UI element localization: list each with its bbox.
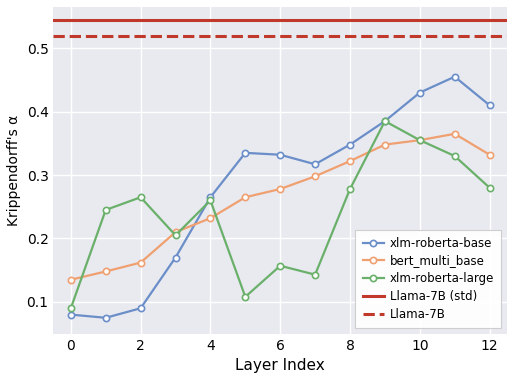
xlm-roberta-large [207,198,213,203]
xlm-roberta-large [277,263,283,268]
xlm-roberta-base [452,74,458,79]
Line: xlm-roberta-large: xlm-roberta-large [68,118,493,311]
Llama-7B [103,34,109,38]
xlm-roberta-base [68,312,74,317]
Llama-7B (std) [68,17,74,22]
bert_multi_base [452,131,458,136]
xlm-roberta-large [382,119,388,124]
xlm-roberta-base [138,306,144,310]
xlm-roberta-base [242,150,248,155]
bert_multi_base [347,159,353,163]
xlm-roberta-base [417,90,423,95]
Llama-7B [68,34,74,38]
xlm-roberta-large [487,185,493,190]
bert_multi_base [487,152,493,157]
bert_multi_base [312,174,318,179]
Y-axis label: Krippendorff's α: Krippendorff's α [7,115,21,226]
xlm-roberta-base [207,195,213,200]
Legend: xlm-roberta-base, bert_multi_base, xlm-roberta-large, Llama-7B (std), Llama-7B: xlm-roberta-base, bert_multi_base, xlm-r… [356,230,501,328]
xlm-roberta-large [242,294,248,299]
Line: xlm-roberta-base: xlm-roberta-base [68,74,493,321]
xlm-roberta-large [68,306,74,310]
xlm-roberta-base [312,162,318,166]
X-axis label: Layer Index: Layer Index [235,358,325,373]
xlm-roberta-large [347,187,353,191]
xlm-roberta-base [103,315,109,320]
xlm-roberta-large [103,207,109,212]
bert_multi_base [207,216,213,220]
bert_multi_base [277,187,283,191]
xlm-roberta-base [382,119,388,124]
xlm-roberta-large [138,195,144,200]
bert_multi_base [68,277,74,282]
bert_multi_base [172,230,178,234]
xlm-roberta-large [417,138,423,142]
bert_multi_base [382,142,388,147]
xlm-roberta-large [172,233,178,238]
Llama-7B (std) [103,17,109,22]
xlm-roberta-base [487,103,493,108]
bert_multi_base [417,138,423,142]
Line: bert_multi_base: bert_multi_base [68,131,493,283]
bert_multi_base [138,260,144,265]
xlm-roberta-base [347,142,353,147]
bert_multi_base [103,269,109,274]
xlm-roberta-base [277,152,283,157]
xlm-roberta-large [312,272,318,277]
xlm-roberta-large [452,154,458,158]
xlm-roberta-base [172,255,178,260]
bert_multi_base [242,195,248,200]
